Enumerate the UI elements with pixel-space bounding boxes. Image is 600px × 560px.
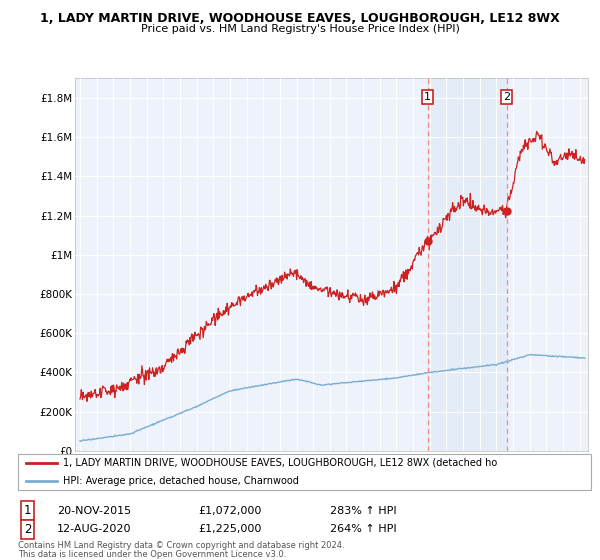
Text: 1, LADY MARTIN DRIVE, WOODHOUSE EAVES, LOUGHBOROUGH, LE12 8WX (detached ho: 1, LADY MARTIN DRIVE, WOODHOUSE EAVES, L… bbox=[63, 458, 497, 468]
Text: HPI: Average price, detached house, Charnwood: HPI: Average price, detached house, Char… bbox=[63, 476, 299, 486]
Text: 1: 1 bbox=[424, 92, 431, 102]
Text: 2: 2 bbox=[24, 522, 32, 536]
Text: 2: 2 bbox=[503, 92, 510, 102]
Text: £1,072,000: £1,072,000 bbox=[198, 506, 262, 516]
Text: 1, LADY MARTIN DRIVE, WOODHOUSE EAVES, LOUGHBOROUGH, LE12 8WX: 1, LADY MARTIN DRIVE, WOODHOUSE EAVES, L… bbox=[40, 12, 560, 25]
Text: 264% ↑ HPI: 264% ↑ HPI bbox=[330, 524, 397, 534]
Text: 20-NOV-2015: 20-NOV-2015 bbox=[57, 506, 131, 516]
Bar bbox=[428, 78, 506, 451]
Text: This data is licensed under the Open Government Licence v3.0.: This data is licensed under the Open Gov… bbox=[18, 550, 286, 559]
Text: 283% ↑ HPI: 283% ↑ HPI bbox=[330, 506, 397, 516]
Text: £1,225,000: £1,225,000 bbox=[198, 524, 262, 534]
Text: Contains HM Land Registry data © Crown copyright and database right 2024.: Contains HM Land Registry data © Crown c… bbox=[18, 541, 344, 550]
Text: Price paid vs. HM Land Registry's House Price Index (HPI): Price paid vs. HM Land Registry's House … bbox=[140, 24, 460, 34]
Text: 1: 1 bbox=[24, 504, 32, 517]
Text: 12-AUG-2020: 12-AUG-2020 bbox=[57, 524, 131, 534]
